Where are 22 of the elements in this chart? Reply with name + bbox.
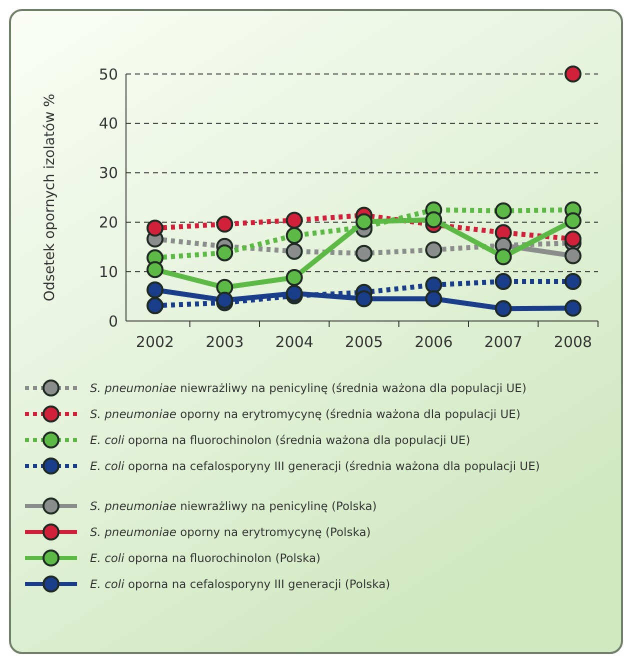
x-tick-label: 2005: [344, 333, 384, 351]
x-tick-label: 2006: [414, 333, 453, 351]
legend-label: S. pneumoniae oporny na erytromycynę (Polska): [90, 525, 371, 540]
legend-label: E. coli oporna na fluorochinolon (średnia ważona dla populacji UE): [90, 433, 470, 448]
x-tick-label: 2008: [554, 333, 592, 351]
y-tick-label: 30: [98, 164, 118, 182]
y-tick-label: 50: [98, 65, 118, 84]
legend-label: S. pneumoniae oporny na erytromycynę (średnia ważona dla populacji UE): [90, 407, 520, 422]
y-tick-label: 0: [108, 312, 118, 330]
legend-label: E. coli oporna na cefalosporyny III generacji (średnia ważona dla populacji UE): [90, 459, 540, 474]
legend-label: S. pneumoniae niewrażliwy na penicylinę (Polska): [90, 499, 377, 514]
y-tick-label: 40: [98, 114, 118, 133]
y-axis-title: Odsetek opornych izolatów %: [42, 94, 58, 302]
y-tick-label: 10: [98, 262, 118, 281]
x-tick-label: 2004: [275, 333, 314, 351]
legend-label: E. coli oporna na fluorochinolon (Polska): [90, 551, 320, 566]
x-tick-label: 2003: [206, 333, 244, 351]
legend-label: S. pneumoniae niewrażliwy na penicylinę (średnia ważona dla populacji UE): [90, 381, 526, 396]
x-tick-label: 2007: [484, 333, 522, 351]
legend-label: E. coli oporna na cefalosporyny III generacji (Polska): [90, 577, 390, 592]
x-tick-label: 2002: [136, 333, 174, 351]
y-tick-label: 20: [98, 213, 118, 232]
